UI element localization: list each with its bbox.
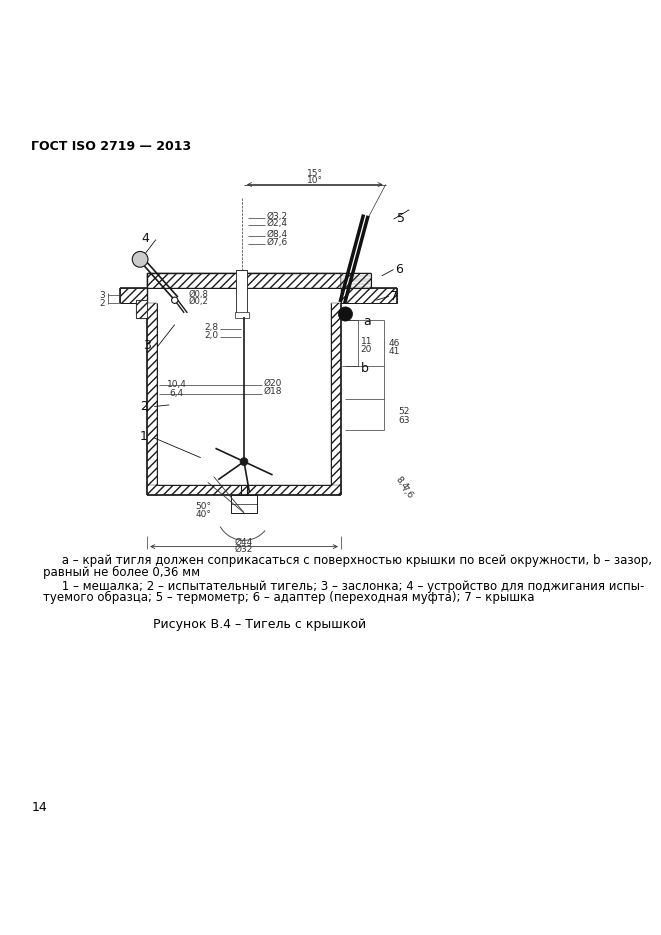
Text: 2,8: 2,8: [205, 324, 219, 332]
Text: 46: 46: [389, 339, 400, 348]
Text: 6,4: 6,4: [169, 389, 183, 397]
Circle shape: [172, 297, 178, 303]
Text: 41: 41: [389, 347, 400, 356]
Circle shape: [132, 252, 148, 267]
Text: Ø0,2: Ø0,2: [189, 297, 209, 307]
Bar: [157, 303, 330, 485]
Text: 63: 63: [399, 416, 410, 425]
Text: Ø32: Ø32: [235, 545, 253, 554]
Bar: [147, 485, 341, 496]
Text: 5: 5: [397, 212, 405, 225]
Text: b: b: [362, 362, 369, 375]
Text: 15°: 15°: [307, 169, 323, 178]
Text: 11: 11: [360, 338, 372, 347]
Bar: [136, 300, 147, 318]
Text: 7: 7: [391, 290, 399, 303]
Text: 7,6: 7,6: [399, 484, 415, 500]
Bar: [235, 312, 249, 318]
Bar: [341, 273, 371, 288]
Text: Ø3,2: Ø3,2: [267, 211, 288, 221]
Text: туемого образца; 5 – термометр; 6 – адаптер (переходная муфта); 7 – крышка: туемого образца; 5 – термометр; 6 – адап…: [43, 591, 535, 604]
Text: a: a: [364, 315, 371, 328]
Text: ГОСТ ISO 2719 — 2013: ГОСТ ISO 2719 — 2013: [32, 140, 192, 153]
Text: 10,4: 10,4: [167, 380, 187, 389]
Text: 14: 14: [32, 801, 47, 814]
Text: Ø2,4: Ø2,4: [267, 220, 288, 228]
Text: 8,4: 8,4: [393, 475, 409, 492]
Text: 52: 52: [399, 407, 410, 416]
Circle shape: [240, 457, 248, 466]
Bar: [341, 288, 397, 303]
Text: 3: 3: [143, 338, 151, 352]
Text: 40°: 40°: [195, 510, 211, 519]
Circle shape: [338, 307, 352, 321]
Text: 2,0: 2,0: [205, 331, 219, 340]
Text: Ø0,8: Ø0,8: [189, 290, 209, 299]
Bar: [236, 270, 247, 317]
Text: 2: 2: [140, 400, 148, 413]
Text: 10°: 10°: [307, 176, 323, 185]
Text: Ø20: Ø20: [264, 379, 282, 387]
Text: равный не более 0,36 мм: равный не более 0,36 мм: [43, 566, 200, 579]
Bar: [231, 496, 256, 512]
Text: 20: 20: [360, 345, 372, 354]
Bar: [120, 288, 147, 303]
Text: Ø7,6: Ø7,6: [267, 238, 288, 247]
Text: 6: 6: [395, 263, 403, 276]
Text: Ø44: Ø44: [235, 538, 253, 546]
Bar: [330, 303, 341, 496]
Text: Ø18: Ø18: [264, 387, 282, 396]
Text: 1 – мешалка; 2 – испытательный тигель; 3 – заслонка; 4 – устройство для поджиган: 1 – мешалка; 2 – испытательный тигель; 3…: [43, 580, 644, 593]
Text: 4: 4: [141, 232, 149, 245]
Text: 50°: 50°: [195, 502, 211, 511]
Text: 2: 2: [99, 299, 104, 308]
Text: 1: 1: [140, 430, 148, 443]
Bar: [147, 273, 341, 288]
Text: Ø8,4: Ø8,4: [267, 230, 288, 239]
Bar: [147, 303, 157, 496]
Text: 3: 3: [99, 291, 104, 300]
Text: Рисунок В.4 – Тигель с крышкой: Рисунок В.4 – Тигель с крышкой: [153, 618, 366, 631]
Text: а – край тигля должен соприкасаться с поверхностью крышки по всей окружности, b : а – край тигля должен соприкасаться с по…: [43, 554, 652, 568]
